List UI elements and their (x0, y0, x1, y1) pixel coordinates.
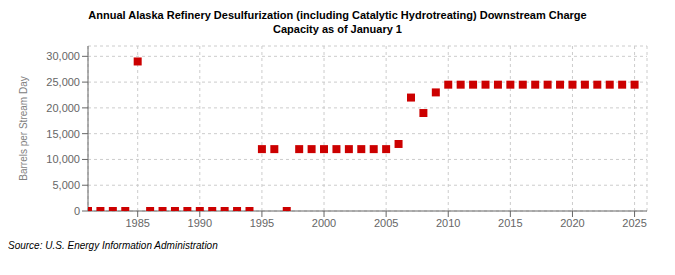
svg-text:15,000: 15,000 (46, 128, 80, 140)
svg-text:1990: 1990 (188, 217, 212, 229)
svg-text:2015: 2015 (498, 217, 522, 229)
svg-text:Barrels per Stream Day: Barrels per Stream Day (18, 76, 29, 180)
html-text:Source: U.S. Energy Informatio: Source: U.S. Energy Information Administ… (8, 240, 218, 251)
svg-text:2020: 2020 (560, 217, 584, 229)
svg-text:0: 0 (74, 205, 80, 217)
svg-text:20,000: 20,000 (46, 102, 80, 114)
svg-text:2025: 2025 (622, 217, 646, 229)
svg-text:1995: 1995 (250, 217, 274, 229)
html-text:Annual Alaska Refinery Desulfu: Annual Alaska Refinery Desulfurization (… (88, 9, 587, 35)
svg-text:25,000: 25,000 (46, 76, 80, 88)
svg-text:1985: 1985 (125, 217, 149, 229)
svg-text:30,000: 30,000 (46, 50, 80, 62)
svg-text:2000: 2000 (312, 217, 336, 229)
svg-text:10,000: 10,000 (46, 153, 80, 165)
svg-text:2010: 2010 (436, 217, 460, 229)
svg-text:2005: 2005 (374, 217, 398, 229)
svg-text:5,000: 5,000 (52, 179, 80, 191)
